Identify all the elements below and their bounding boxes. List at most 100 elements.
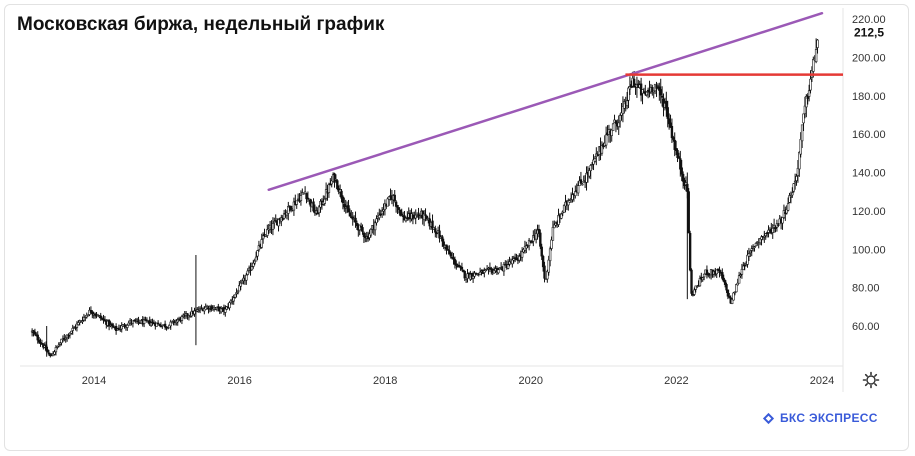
- candle-body: [446, 249, 450, 251]
- candle-body: [750, 248, 753, 251]
- y-tick-label: 140.00: [852, 168, 886, 180]
- x-tick-label: 2024: [810, 375, 834, 387]
- candle-body: [33, 331, 37, 335]
- candle-body: [571, 194, 574, 200]
- candle-body: [753, 246, 756, 248]
- candle-body: [123, 324, 126, 327]
- candle-body: [169, 321, 172, 327]
- candle-body: [386, 198, 389, 207]
- candle-body: [471, 275, 475, 279]
- y-tick-label: 220.00: [852, 14, 886, 26]
- candle-body: [527, 239, 531, 246]
- candle-body: [323, 198, 326, 204]
- candle-body: [424, 214, 427, 216]
- candle-body: [736, 282, 739, 286]
- candle-body: [809, 78, 812, 91]
- candle-body: [406, 217, 409, 220]
- candle-body: [701, 277, 704, 281]
- candle-body: [112, 325, 115, 328]
- candle-body: [233, 294, 237, 298]
- candle-body: [457, 264, 461, 267]
- candle-body: [82, 317, 86, 321]
- candle-body: [261, 235, 265, 240]
- candle-body: [396, 204, 399, 208]
- candle-body: [317, 206, 321, 214]
- candle-body: [791, 192, 794, 196]
- candle-body: [81, 320, 84, 323]
- candle-body: [802, 113, 805, 124]
- candle-body: [735, 284, 738, 293]
- candle-body: [368, 233, 371, 238]
- candle-body: [590, 164, 594, 167]
- candle-body: [568, 200, 571, 203]
- candle-body: [799, 139, 802, 155]
- candle-body: [156, 322, 160, 325]
- candle-body: [378, 214, 381, 219]
- candle-body: [91, 311, 94, 315]
- candle-body: [404, 217, 408, 222]
- candle-body: [344, 206, 347, 209]
- y-tick-label: 80.00: [852, 283, 880, 295]
- candle-body: [36, 334, 39, 341]
- candle-body: [812, 59, 815, 72]
- candle-body: [483, 270, 486, 273]
- candle-body: [292, 201, 296, 211]
- candle-body: [442, 241, 445, 247]
- candle-body: [334, 178, 338, 181]
- candle-body: [589, 165, 592, 171]
- candle-body: [705, 269, 709, 276]
- candle-body: [600, 145, 604, 154]
- candle-body: [667, 118, 671, 125]
- candle-body: [120, 325, 123, 330]
- candle-body: [795, 176, 798, 181]
- candle-body: [611, 123, 615, 132]
- candle-body: [740, 268, 744, 275]
- settings-gear-icon[interactable]: [862, 371, 880, 389]
- candle-body: [354, 217, 357, 223]
- candle-body: [70, 330, 73, 334]
- candle-body: [126, 324, 129, 328]
- chart-title: Московская биржа, недельный график: [17, 14, 385, 35]
- candle-body: [449, 252, 452, 257]
- candle-body: [131, 320, 135, 324]
- y-tick-label: 200.00: [852, 52, 886, 64]
- candle-body: [614, 120, 618, 124]
- x-tick-label: 2018: [373, 375, 397, 387]
- candle-body: [666, 107, 669, 119]
- candle-body: [793, 180, 797, 183]
- trendline: [267, 11, 824, 192]
- candle-body: [163, 323, 167, 328]
- candle-body: [257, 245, 261, 251]
- candle-body: [453, 259, 457, 265]
- candle-body: [742, 265, 745, 270]
- candle-body: [550, 239, 553, 249]
- candle-body: [400, 213, 403, 216]
- candle-body: [340, 190, 343, 199]
- candle-body: [452, 257, 455, 260]
- candle-body: [772, 225, 776, 228]
- candle-body: [56, 346, 59, 348]
- candle-body: [672, 137, 675, 140]
- candle-body: [299, 195, 303, 201]
- candle-body: [348, 212, 352, 217]
- candle-body: [240, 280, 244, 284]
- candle-body: [645, 91, 648, 96]
- candle-body: [232, 297, 235, 302]
- candle-body: [389, 195, 392, 198]
- candle-body: [659, 89, 662, 96]
- candle-body: [726, 289, 730, 297]
- candle-body: [747, 253, 751, 257]
- trend-lines: [267, 11, 843, 192]
- candle-body: [305, 193, 308, 200]
- candle-body: [604, 134, 608, 146]
- candle-body: [758, 238, 762, 244]
- candle-body: [534, 232, 538, 240]
- candle-body: [306, 197, 310, 200]
- candle-body: [75, 323, 79, 328]
- candle-body: [355, 222, 359, 226]
- candle-body: [732, 292, 735, 301]
- candle-body: [782, 210, 786, 218]
- candle-body: [478, 271, 482, 276]
- candle-body: [574, 191, 577, 196]
- candle-body: [180, 316, 184, 321]
